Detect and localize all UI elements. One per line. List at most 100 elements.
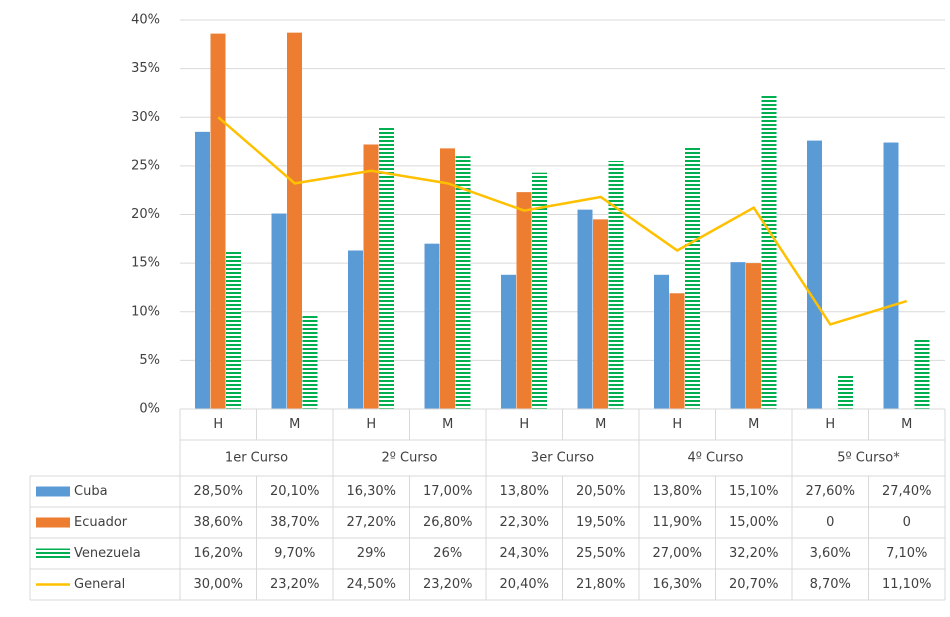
table-value: 26,80% [423,515,473,530]
x-tick-label: H [519,417,529,432]
table-value: 13,80% [499,484,549,499]
table-value: 29% [357,546,386,561]
bar [516,192,532,409]
x-tick-label: M [289,417,300,432]
legend-swatch [36,486,70,497]
x-tick-label: M [595,417,606,432]
table-value: 27,20% [346,515,396,530]
y-tick-label: 15% [131,256,160,271]
bar [210,33,226,410]
group-label: 2º Curso [382,451,438,466]
table-value: 7,10% [886,546,927,561]
x-tick-label: H [366,417,376,432]
legend-swatch [36,517,70,528]
table-value: 25,50% [576,546,626,561]
bar [669,293,685,409]
y-tick-label: 30% [131,110,160,125]
table-value: 0 [826,515,834,530]
bar [608,161,624,409]
group-label: 1er Curso [225,451,288,466]
table-value: 27,00% [652,546,702,561]
bar [455,156,471,409]
table-value: 11,10% [882,577,932,592]
bar [379,126,394,409]
x-tick-label: H [825,417,835,432]
y-tick-label: 20% [131,207,160,222]
table-value: 20,10% [270,484,320,499]
table-value: 20,70% [729,577,779,592]
line [217,116,908,326]
y-tick-label: 0% [139,402,160,417]
bar [226,251,241,409]
x-tick-label: M [901,417,912,432]
bar [271,213,287,409]
bar [883,142,899,409]
bar [914,339,930,409]
bar [593,219,608,409]
table-value: 27,60% [805,484,855,499]
group-label: 4º Curso [688,451,744,466]
x-tick-label: H [672,417,682,432]
legend-label: Ecuador [74,515,128,530]
legend-label: General [74,577,125,592]
table-value: 21,80% [576,577,626,592]
y-tick-label: 25% [131,158,160,173]
x-tick-label: M [442,417,453,432]
legend-label: Venezuela [74,546,141,561]
table-value: 16,20% [193,546,243,561]
table-value: 20,40% [499,577,549,592]
table-value: 16,30% [652,577,702,592]
table-value: 27,40% [882,484,932,499]
table-value: 38,60% [193,515,243,530]
table-value: 28,50% [193,484,243,499]
table-value: 30,00% [193,577,243,592]
table-value: 32,20% [729,546,779,561]
bar [685,146,700,410]
table-value: 0 [903,515,911,530]
bar [302,314,318,409]
bar [440,148,455,409]
bar [501,274,516,409]
bar [424,243,440,409]
table-value: 24,50% [346,577,396,592]
y-tick-label: 35% [131,61,160,76]
bar [532,172,547,409]
table-value: 26% [433,546,462,561]
bar [363,144,379,410]
table-value: 15,10% [729,484,779,499]
table-value: 23,20% [270,577,320,592]
table-value: 13,80% [652,484,702,499]
bar [287,32,302,410]
legend-label: Cuba [74,484,108,499]
y-tick-label: 10% [131,304,160,319]
bar [838,373,853,409]
legend-swatch [36,548,70,559]
table-value: 23,20% [423,577,473,592]
table-value: 3,60% [810,546,851,561]
bar [807,140,822,409]
bar [348,250,363,409]
bar [746,263,761,409]
bar [730,262,746,409]
group-label: 5º Curso* [837,451,900,466]
table-value: 8,70% [810,577,851,592]
table-value: 16,30% [346,484,396,499]
x-tick-label: H [213,417,223,432]
table-value: 17,00% [423,484,473,499]
y-tick-label: 40% [131,13,160,28]
bar [195,131,210,409]
table-value: 9,70% [274,546,315,561]
table-value: 22,30% [499,515,549,530]
table-value: 38,70% [270,515,320,530]
table-value: 19,50% [576,515,626,530]
group-label: 3er Curso [531,451,594,466]
bar [761,95,777,409]
x-tick-label: M [748,417,759,432]
bar [577,209,593,409]
y-tick-label: 5% [139,353,160,368]
table-value: 24,30% [499,546,549,561]
bar [654,274,669,409]
table-value: 20,50% [576,484,626,499]
table-value: 15,00% [729,515,779,530]
